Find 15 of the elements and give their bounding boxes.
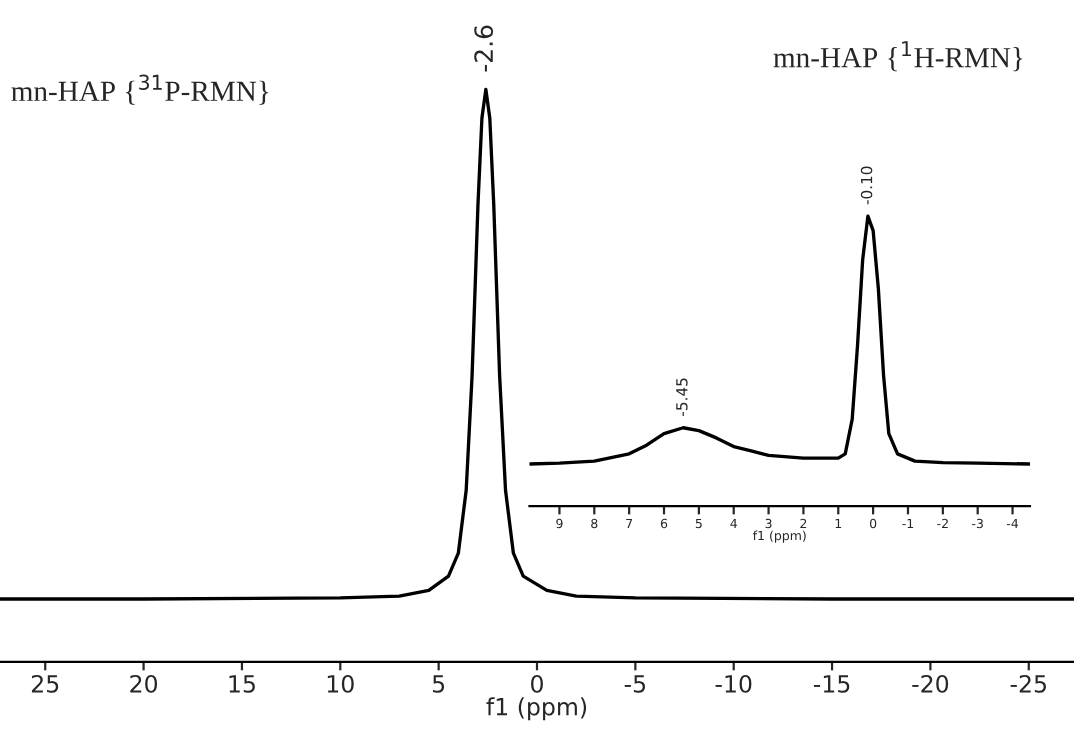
x-tick-label: 0: [531, 674, 543, 693]
x-tick-label: 25: [31, 674, 59, 693]
x-tick-label: -20: [912, 674, 949, 693]
x-tick-label: 15: [229, 675, 255, 693]
x-tick-label: -5: [624, 675, 646, 693]
x-tick-label: -25: [1010, 674, 1046, 693]
x-tick-label: -15: [813, 675, 850, 693]
x-axis-title: f1 (ppm): [486, 697, 587, 721]
x-tick-label: 10: [327, 674, 354, 693]
x-tick-label: 20: [130, 674, 158, 693]
annotation: -2.6: [474, 25, 494, 72]
x-tick-label: -10: [715, 674, 752, 693]
chart-title: mn-HAP {$^{31}$P-RMN}: [11, 74, 269, 105]
chart-title: mn-HAP {$^{1}$H-RMN}: [773, 41, 1023, 72]
x-tick-label: 5: [432, 675, 445, 693]
